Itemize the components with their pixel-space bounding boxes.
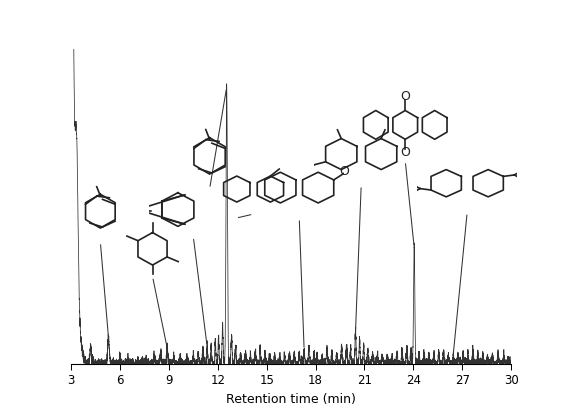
X-axis label: Retention time (min): Retention time (min) — [226, 393, 356, 406]
Text: O: O — [400, 90, 410, 103]
Text: O: O — [340, 165, 349, 178]
Text: O: O — [400, 146, 410, 160]
